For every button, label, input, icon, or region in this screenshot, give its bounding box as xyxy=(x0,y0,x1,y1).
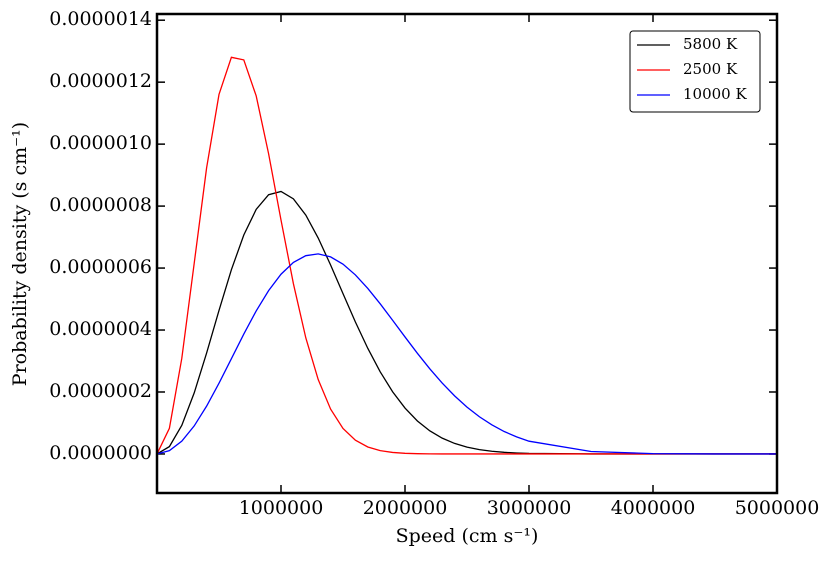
series-line xyxy=(156,253,778,455)
x-tick-label: 1000000 xyxy=(239,497,324,519)
x-tick-label: 2000000 xyxy=(363,497,448,519)
y-tick-label: 0.0000002 xyxy=(49,380,152,402)
x-tick-label: 4000000 xyxy=(611,497,696,519)
y-axis-label: Probability density (s cm⁻¹) xyxy=(9,122,31,386)
y-tick-label: 0.0000010 xyxy=(49,132,152,154)
y-tick-label: 0.0000004 xyxy=(49,318,152,340)
x-tick-label: 5000000 xyxy=(735,497,820,519)
series-line xyxy=(156,56,777,455)
legend-label: 2500 K xyxy=(683,60,738,78)
x-tick-label: 3000000 xyxy=(487,497,572,519)
y-tick-label: 0.0000008 xyxy=(49,194,152,216)
legend-box xyxy=(629,30,761,113)
plot-frame xyxy=(155,12,779,495)
legend-label: 10000 K xyxy=(683,85,747,103)
y-tick-label: 0.0000006 xyxy=(49,256,152,278)
y-tick-label: 0.0000014 xyxy=(49,8,152,30)
series-line xyxy=(156,190,777,455)
legend: 5800 K 2500 K 10000 K xyxy=(629,30,761,113)
x-axis-label: Speed (cm s⁻¹) xyxy=(396,525,539,547)
y-tick-label: 0.0000012 xyxy=(49,70,152,92)
y-tick-label: 0.0000000 xyxy=(49,442,152,464)
legend-label: 5800 K xyxy=(683,35,738,53)
